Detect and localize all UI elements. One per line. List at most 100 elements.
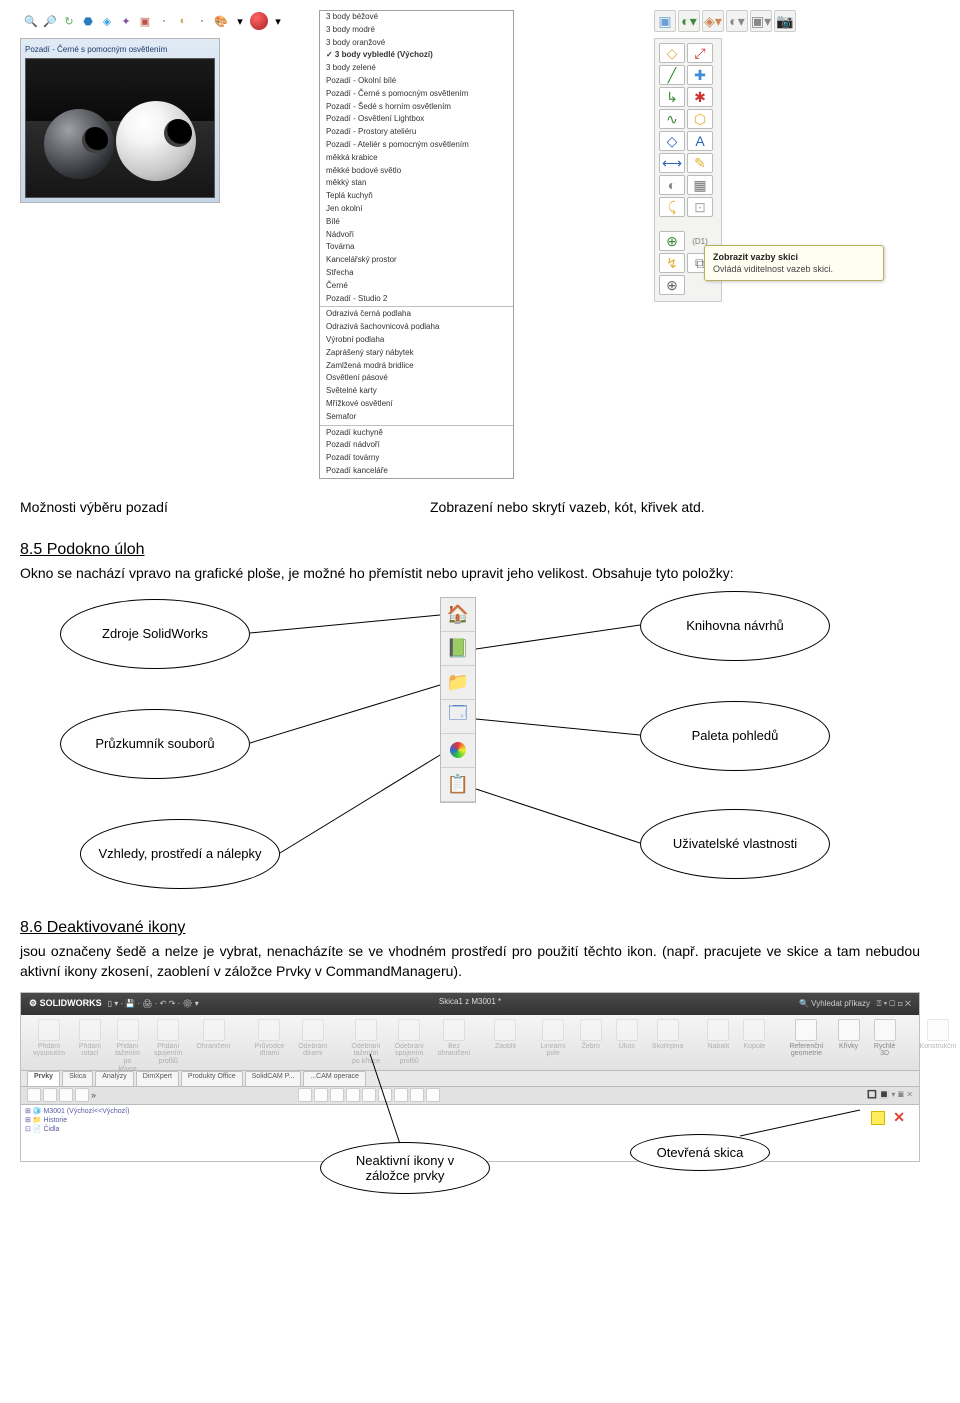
ico-origin[interactable]: ✚ bbox=[687, 65, 713, 85]
menu-item[interactable]: měkký stan bbox=[320, 177, 513, 190]
menu-item[interactable]: Semafor bbox=[320, 411, 513, 424]
menu-item[interactable]: Kancelářský prostor bbox=[320, 254, 513, 267]
cm-tab[interactable]: Skica bbox=[62, 1071, 93, 1086]
ico-dim[interactable]: ⟷ bbox=[659, 153, 685, 173]
menu-item[interactable]: 3 body modré bbox=[320, 24, 513, 37]
appearance2-icon[interactable]: ◐▾ bbox=[726, 10, 748, 32]
mini-2[interactable] bbox=[43, 1088, 57, 1102]
menu-item[interactable]: Jen okolní bbox=[320, 203, 513, 216]
render-ball-icon[interactable] bbox=[250, 12, 268, 30]
menu-item[interactable]: 3 body zelené bbox=[320, 62, 513, 75]
menu-item[interactable]: Zaprášený starý nábytek bbox=[320, 347, 513, 360]
ico-csys[interactable]: ↳ bbox=[659, 87, 685, 107]
menu-item[interactable]: Nádvoří bbox=[320, 229, 513, 242]
menu-item[interactable]: Pozadí - Ateliér s pomocným osvětlením bbox=[320, 139, 513, 152]
mt3[interactable] bbox=[330, 1088, 344, 1102]
ico-rel[interactable]: ✎ bbox=[687, 153, 713, 173]
display-style-icon[interactable]: ✦ bbox=[117, 12, 135, 30]
mt5[interactable] bbox=[362, 1088, 376, 1102]
ico-grid-icon[interactable]: ▦ bbox=[687, 175, 713, 195]
view-settings-icon[interactable]: 📷 bbox=[774, 10, 796, 32]
drop2-icon[interactable]: ▾ bbox=[269, 12, 287, 30]
menu-item[interactable]: Osvětlení pásové bbox=[320, 372, 513, 385]
cm-tab[interactable]: ...CAM operace bbox=[303, 1071, 366, 1086]
ico-plane[interactable]: ✱ bbox=[687, 87, 713, 107]
ico-add[interactable]: ⊕ bbox=[659, 231, 685, 251]
close-x-icon[interactable]: ✕ bbox=[893, 1109, 905, 1126]
menu-item[interactable]: Odrazivá černá podlaha bbox=[320, 308, 513, 321]
mt7[interactable] bbox=[394, 1088, 408, 1102]
ribbon-item[interactable]: Křivky bbox=[834, 1019, 864, 1051]
menu-item[interactable]: Střecha bbox=[320, 267, 513, 280]
zoom-area-icon[interactable]: 🔎 bbox=[41, 12, 59, 30]
appearance-icon[interactable]: ◐ bbox=[174, 12, 192, 30]
mini-4[interactable] bbox=[75, 1088, 89, 1102]
ico-axis[interactable]: ⤢ bbox=[687, 43, 713, 63]
menu-item[interactable]: Mřížkové osvětlení bbox=[320, 398, 513, 411]
section-icon[interactable]: ⬣ bbox=[79, 12, 97, 30]
display-icon[interactable]: ◐▾ bbox=[678, 10, 700, 32]
menu-item[interactable]: Pozadí - Černé s pomocným osvětlením bbox=[320, 88, 513, 101]
ball-icon[interactable] bbox=[441, 734, 475, 768]
menu-item[interactable]: Bílé bbox=[320, 216, 513, 229]
hide-show-icon[interactable]: ▣ bbox=[136, 12, 154, 30]
menu-item[interactable]: Černé bbox=[320, 280, 513, 293]
zoom-fit-icon[interactable]: 🔍 bbox=[22, 12, 40, 30]
hide-items-icon[interactable]: ◈▾ bbox=[702, 10, 724, 32]
ribbon-item[interactable]: Referenční geometrie bbox=[785, 1019, 827, 1058]
scene-icon[interactable]: 🎨 bbox=[212, 12, 230, 30]
menu-item[interactable]: Pozadí továrny bbox=[320, 452, 513, 465]
menu-item[interactable]: Zamlžená modrá bridlice bbox=[320, 360, 513, 373]
mini-expand[interactable]: » bbox=[91, 1090, 96, 1100]
menu-item[interactable]: Světelné karty bbox=[320, 385, 513, 398]
ribbon-item[interactable]: Rychlé 3D bbox=[870, 1019, 900, 1058]
ico-sketch[interactable]: ⬡ bbox=[687, 109, 713, 129]
rotate-icon[interactable]: ↻ bbox=[60, 12, 78, 30]
menu-item[interactable]: Pozadí nádvoří bbox=[320, 439, 513, 452]
cm-tab[interactable]: Produkty Office bbox=[181, 1071, 243, 1086]
mini-3[interactable] bbox=[59, 1088, 73, 1102]
menu-item[interactable]: Továrna bbox=[320, 241, 513, 254]
props-icon[interactable]: 📋 bbox=[441, 768, 475, 802]
ico-temp-axis[interactable]: ╱ bbox=[659, 65, 685, 85]
mt4[interactable] bbox=[346, 1088, 360, 1102]
ico-globe[interactable]: ⊕ bbox=[659, 275, 685, 295]
mt2[interactable] bbox=[314, 1088, 328, 1102]
ico-curve[interactable]: ∿ bbox=[659, 109, 685, 129]
menu-item[interactable]: měkká krabice bbox=[320, 152, 513, 165]
menu-item[interactable]: ✓ 3 body vybledlé (Výchozí) bbox=[320, 49, 513, 62]
menu-item[interactable]: Pozadí - Osvětlení Lightbox bbox=[320, 113, 513, 126]
menu-item[interactable]: 3 body béžové bbox=[320, 11, 513, 24]
view-cube-icon[interactable]: ▣ bbox=[654, 10, 676, 32]
mt8[interactable] bbox=[410, 1088, 424, 1102]
ico-tool1[interactable]: ↯ bbox=[659, 253, 685, 273]
scene-dropdown-list[interactable]: 3 body béžové3 body modré3 body oranžové… bbox=[319, 10, 514, 479]
feature-tree[interactable]: ⊞ 🧊 M3001 (Výchozí<<Výchozí) ⊞ 📁 Histori… bbox=[25, 1107, 129, 1134]
menu-item[interactable]: Výrobní podlaha bbox=[320, 334, 513, 347]
menu-item[interactable]: Pozadí - Okolní bílé bbox=[320, 75, 513, 88]
mt1[interactable] bbox=[298, 1088, 312, 1102]
menu-item[interactable]: měkké bodové světlo bbox=[320, 165, 513, 178]
menu-item[interactable]: Odrazivá šachovnicová podlaha bbox=[320, 321, 513, 334]
menu-item[interactable]: 3 body oranžové bbox=[320, 37, 513, 50]
menu-item[interactable]: Pozadí - Prostory ateliéru bbox=[320, 126, 513, 139]
library-icon[interactable]: 📗 bbox=[441, 632, 475, 666]
mt6[interactable] bbox=[378, 1088, 392, 1102]
menu-item[interactable]: Pozadí kanceláře bbox=[320, 465, 513, 478]
drop-icon[interactable]: ▾ bbox=[231, 12, 249, 30]
palette-icon[interactable]: 🗔 bbox=[441, 700, 475, 734]
ico-live[interactable]: ◐ bbox=[659, 175, 685, 195]
home-icon[interactable]: 🏠 bbox=[441, 598, 475, 632]
menu-item[interactable]: Teplá kuchyň bbox=[320, 190, 513, 203]
ico-point[interactable]: ◇ bbox=[659, 43, 685, 63]
mt9[interactable] bbox=[426, 1088, 440, 1102]
cm-tab[interactable]: SolidCAM P... bbox=[245, 1071, 302, 1086]
folder-icon[interactable]: 📁 bbox=[441, 666, 475, 700]
ico-annot[interactable]: A bbox=[687, 131, 713, 151]
ico-3dsketch[interactable]: ◇ bbox=[659, 131, 685, 151]
cm-tab[interactable]: Prvky bbox=[27, 1071, 60, 1086]
menu-item[interactable]: Pozadí - Studio 2 bbox=[320, 293, 513, 306]
cm-tab[interactable]: DimXpert bbox=[136, 1071, 179, 1086]
mini-1[interactable] bbox=[27, 1088, 41, 1102]
ico-light[interactable]: ⤹ bbox=[659, 197, 685, 217]
